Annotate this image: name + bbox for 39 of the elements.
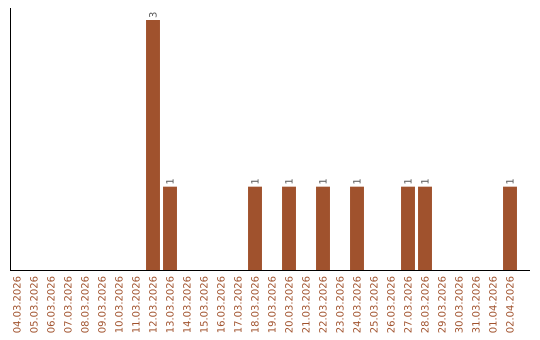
x-tick-label: 17.03.2026 bbox=[234, 276, 244, 334]
x-tick-label: 23.03.2026 bbox=[336, 276, 346, 334]
x-tick-label: 13.03.2026 bbox=[166, 276, 176, 334]
x-tick-label: 24.03.2026 bbox=[352, 276, 364, 334]
x-tick-label: 19.03.2026 bbox=[268, 276, 278, 334]
x-tick-label: 29.03.2026 bbox=[438, 276, 448, 334]
x-tick-label: 18.03.2026 bbox=[250, 276, 262, 334]
x-tick-label: 28.03.2026 bbox=[420, 276, 432, 334]
x-tick-label: 16.03.2026 bbox=[216, 276, 228, 334]
x-tick-label: 05.03.2026 bbox=[30, 276, 40, 334]
x-tick-label: 14.03.2026 bbox=[182, 276, 194, 334]
x-tick-label: 15.03.2026 bbox=[200, 276, 210, 334]
x-tick-label: 25.03.2026 bbox=[370, 276, 380, 334]
x-tick-label: 21.03.2026 bbox=[302, 276, 312, 334]
x-tick-label: 09.03.2026 bbox=[98, 276, 108, 334]
x-tick-label: 02.04.2026 bbox=[506, 276, 516, 334]
data-label: 1 bbox=[250, 178, 262, 185]
data-label: 1 bbox=[318, 178, 330, 185]
data-label: 1 bbox=[404, 178, 414, 185]
x-tick-label: 10.03.2026 bbox=[114, 276, 126, 334]
x-tick-label: 07.03.2026 bbox=[64, 276, 74, 334]
data-label: 1 bbox=[166, 178, 176, 185]
x-tick-label: 11.03.2026 bbox=[132, 276, 142, 334]
x-tick-label: 12.03.2026 bbox=[148, 276, 160, 334]
data-label: 1 bbox=[506, 178, 516, 185]
x-tick-label: 20.03.2026 bbox=[284, 276, 296, 334]
data-label: 1 bbox=[420, 178, 432, 185]
data-label: 1 bbox=[284, 178, 296, 185]
x-tick-label: 22.03.2026 bbox=[318, 276, 330, 334]
x-tick-label: 30.03.2026 bbox=[454, 276, 466, 334]
x-tick-label: 31.03.2026 bbox=[472, 276, 482, 334]
x-tick-label: 01.04.2026 bbox=[488, 276, 500, 334]
data-label: 3 bbox=[148, 12, 160, 18]
x-tick-label: 06.03.2026 bbox=[46, 276, 58, 334]
x-tick-label: 26.03.2026 bbox=[386, 276, 398, 334]
x-tick-label: 04.03.2026 bbox=[12, 276, 24, 334]
data-label: 1 bbox=[352, 178, 364, 185]
x-tick-label: 27.03.2026 bbox=[404, 276, 414, 334]
x-tick-label: 08.03.2026 bbox=[80, 276, 92, 334]
